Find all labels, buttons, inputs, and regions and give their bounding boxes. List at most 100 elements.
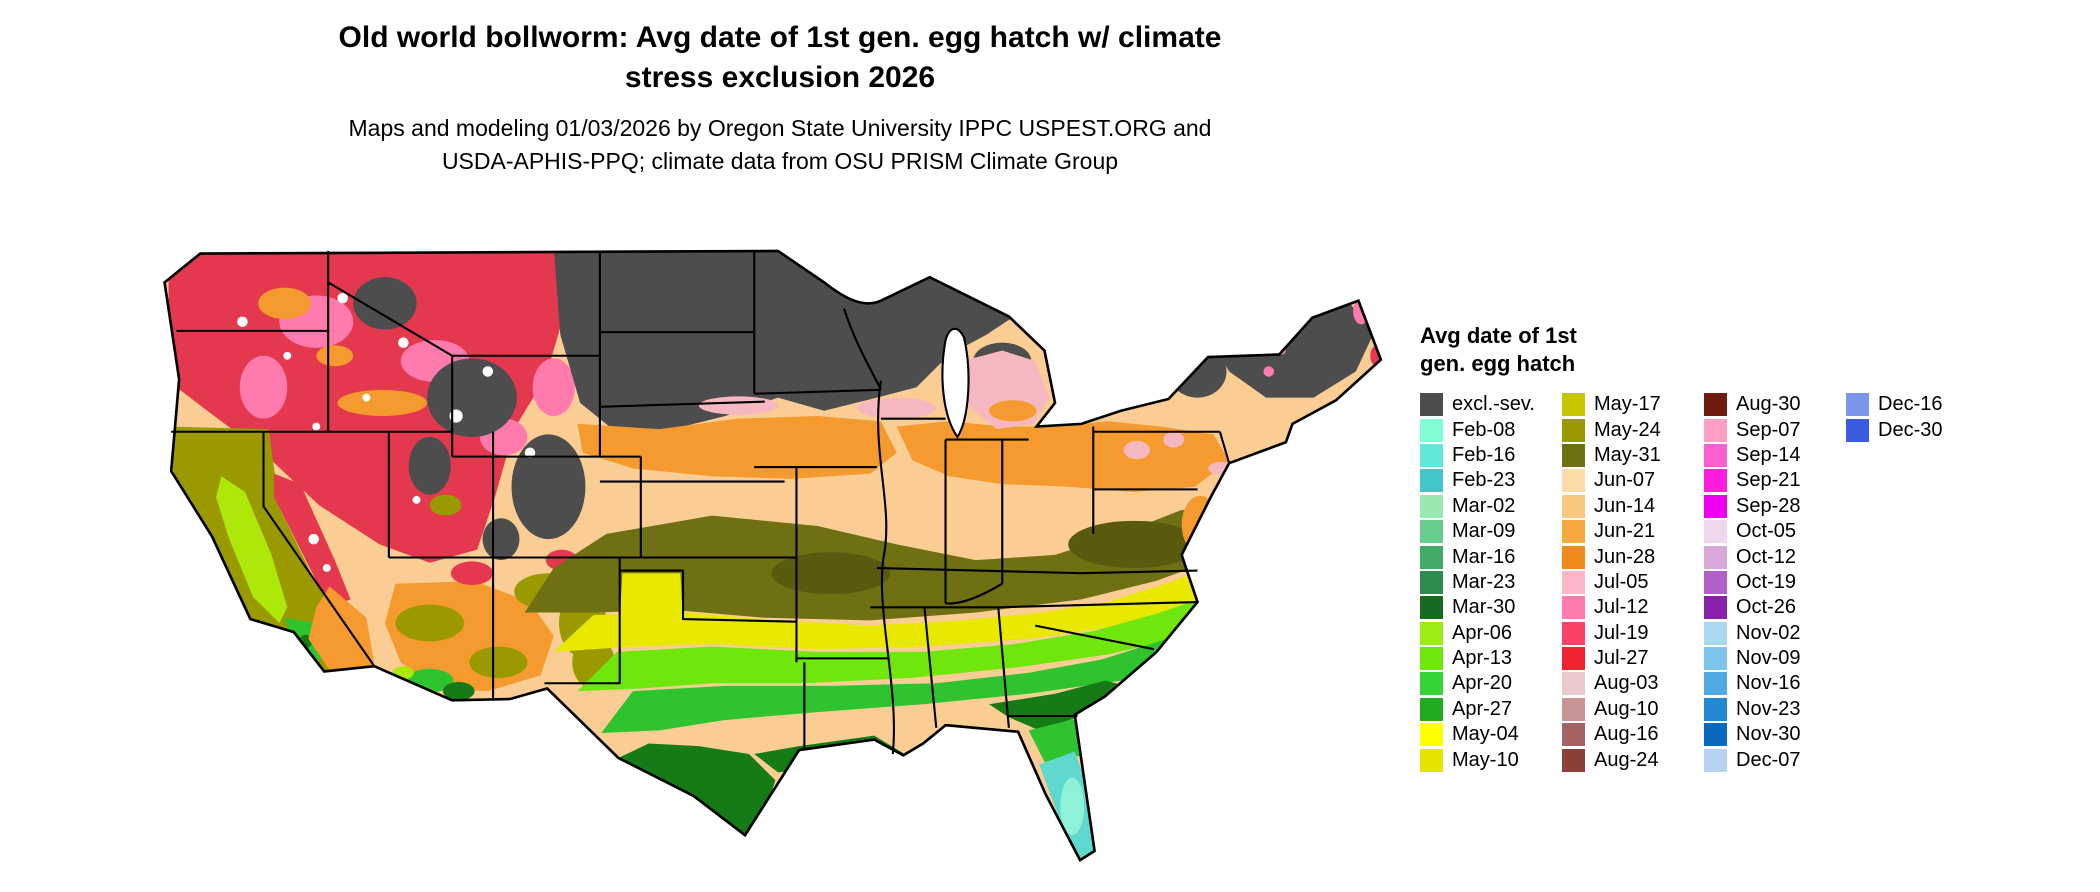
legend-swatch xyxy=(1704,570,1727,594)
legend-label: Sep-28 xyxy=(1736,494,1801,517)
us-hatch-date-map xyxy=(158,230,1398,885)
map-region-mojave-orange xyxy=(308,586,375,671)
page-title-line-2: stress exclusion 2026 xyxy=(624,61,936,94)
map-region-green-bright-band xyxy=(577,594,1243,692)
legend-swatch xyxy=(1846,418,1869,442)
legend-item: Mar-23 xyxy=(1420,570,1548,595)
legend-swatch xyxy=(1562,596,1585,620)
state-borders xyxy=(171,250,1231,755)
legend-item: Sep-21 xyxy=(1704,468,1832,493)
subtitle-line-1: Maps and modeling 01/03/2026 by Oregon S… xyxy=(348,115,1212,141)
legend-item: Nov-16 xyxy=(1704,671,1832,696)
map-region-mich-orange xyxy=(989,400,1037,422)
lake-michigan xyxy=(941,327,970,439)
legend-item: Oct-26 xyxy=(1704,595,1832,620)
legend-swatch xyxy=(1704,748,1727,772)
legend-item: excl.-sev. xyxy=(1420,392,1548,417)
legend-label: Aug-03 xyxy=(1594,672,1659,695)
map-region-green-mid-band xyxy=(601,617,1247,734)
legend-swatch xyxy=(1704,545,1727,569)
legend-item: Dec-30 xyxy=(1846,417,1974,442)
legend-title-line-2: gen. egg hatch xyxy=(1420,351,1576,376)
legend-item: Aug-03 xyxy=(1562,671,1690,696)
legend-label: Dec-07 xyxy=(1736,748,1801,771)
legend-swatch xyxy=(1562,697,1585,721)
legend-item: Oct-05 xyxy=(1704,519,1832,544)
legend-item: Oct-19 xyxy=(1704,570,1832,595)
legend-label: Oct-12 xyxy=(1736,545,1797,568)
legend-column: Aug-30 Sep-07 Sep-14 Sep-21 Sep-28 Oct-05 Oct-… xyxy=(1704,392,1832,773)
legend-item: Jul-27 xyxy=(1562,646,1690,671)
legend-label: Aug-16 xyxy=(1594,723,1659,746)
legend-label: Nov-02 xyxy=(1736,621,1801,644)
legend-label: Jun-14 xyxy=(1594,494,1656,517)
legend-swatch xyxy=(1420,494,1443,518)
legend-swatch xyxy=(1562,393,1585,417)
legend-columns: excl.-sev. Feb-08 Feb-16 Feb-23 Mar-02 Mar-09… xyxy=(1420,392,2080,773)
legend-item: Aug-16 xyxy=(1562,722,1690,747)
legend-label: Apr-13 xyxy=(1452,647,1513,670)
legend-item: Mar-16 xyxy=(1420,544,1548,569)
legend-swatch xyxy=(1420,393,1443,417)
legend-label: Sep-14 xyxy=(1736,443,1801,466)
map-region-tx-panhandle-yellow xyxy=(619,573,684,637)
legend-item: Jun-28 xyxy=(1562,544,1690,569)
legend-item: Jul-05 xyxy=(1562,570,1690,595)
legend-label: Oct-19 xyxy=(1736,570,1797,593)
legend-item: Apr-13 xyxy=(1420,646,1548,671)
legend-label: Feb-16 xyxy=(1452,443,1516,466)
legend-label: Apr-27 xyxy=(1452,697,1513,720)
legend-item: Mar-30 xyxy=(1420,595,1548,620)
legend-label: Aug-24 xyxy=(1594,748,1659,771)
legend-item: Nov-23 xyxy=(1704,697,1832,722)
legend-swatch xyxy=(1420,697,1443,721)
map-region-olive-band xyxy=(524,502,1251,621)
legend-swatch xyxy=(1420,621,1443,645)
legend-item: Feb-23 xyxy=(1420,468,1548,493)
legend-label: Jul-12 xyxy=(1594,596,1649,619)
legend-swatch xyxy=(1562,570,1585,594)
legend-item: Dec-16 xyxy=(1846,392,1974,417)
legend-swatch xyxy=(1704,443,1727,467)
legend-swatch xyxy=(1420,418,1443,442)
legend-label: Nov-16 xyxy=(1736,672,1801,695)
legend-swatch xyxy=(1420,748,1443,772)
legend-label: Jul-05 xyxy=(1594,570,1649,593)
subtitle-line-2: USDA-APHIS-PPQ; climate data from OSU PR… xyxy=(441,148,1119,174)
legend-title-line-1: Avg date of 1st xyxy=(1420,323,1577,348)
legend-swatch xyxy=(1704,520,1727,544)
legend-swatch xyxy=(1704,697,1727,721)
legend-label: Apr-06 xyxy=(1452,621,1513,644)
us-outline xyxy=(163,249,1383,862)
legend-swatch xyxy=(1562,443,1585,467)
legend-swatch xyxy=(1562,723,1585,747)
legend-item: Aug-24 xyxy=(1562,747,1690,772)
legend-label: Jul-19 xyxy=(1594,621,1649,644)
legend-item: Jul-12 xyxy=(1562,595,1690,620)
legend-column: Dec-16 Dec-30 xyxy=(1846,392,1974,443)
legend-swatch xyxy=(1562,520,1585,544)
legend-label: Oct-26 xyxy=(1736,596,1797,619)
legend-swatch xyxy=(1420,596,1443,620)
legend-swatch xyxy=(1420,672,1443,696)
legend-swatch xyxy=(1704,494,1727,518)
legend-item: Feb-08 xyxy=(1420,417,1548,442)
legend-item: Sep-14 xyxy=(1704,443,1832,468)
subtitle: Maps and modeling 01/03/2026 by Oregon S… xyxy=(0,112,1560,178)
legend: Avg date of 1st gen. egg hatch excl.-sev… xyxy=(1420,322,2080,773)
legend-item: Apr-27 xyxy=(1420,697,1548,722)
legend-item: Apr-20 xyxy=(1420,671,1548,696)
legend-label: May-17 xyxy=(1594,393,1661,416)
page-title-line-1: Old world bollworm: Avg date of 1st gen.… xyxy=(338,21,1222,54)
legend-item: May-04 xyxy=(1420,722,1548,747)
legend-label: Jun-07 xyxy=(1594,469,1656,492)
legend-swatch xyxy=(1704,596,1727,620)
legend-item: Oct-12 xyxy=(1704,544,1832,569)
legend-label: Mar-09 xyxy=(1452,520,1516,543)
legend-label: Mar-30 xyxy=(1452,596,1516,619)
legend-label: Nov-30 xyxy=(1736,723,1801,746)
legend-item: Jul-19 xyxy=(1562,621,1690,646)
legend-swatch xyxy=(1562,418,1585,442)
legend-item: Mar-09 xyxy=(1420,519,1548,544)
